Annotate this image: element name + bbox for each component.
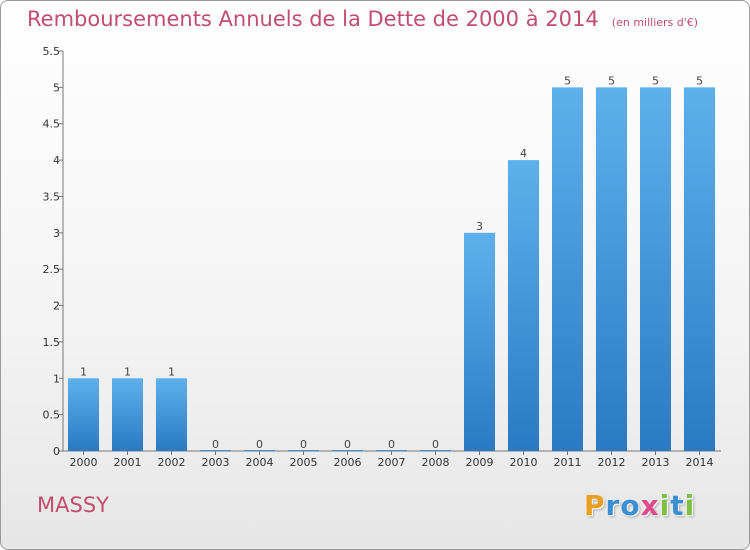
y-tick-label: 0.5 — [43, 409, 61, 422]
logo-letter: i — [659, 489, 671, 522]
data-label: 5 — [564, 74, 571, 87]
bar — [464, 232, 495, 451]
x-tick-label: 2009 — [466, 456, 494, 469]
logo-letter: r — [605, 489, 621, 522]
x-tick-label: 2000 — [70, 456, 98, 469]
bar — [156, 378, 187, 451]
y-tick-label: 4.5 — [43, 118, 61, 131]
logo-letter: t — [670, 489, 685, 522]
title-line: Remboursements Annuels de la Dette de 20… — [27, 7, 698, 31]
y-tick-label: 3.5 — [43, 190, 61, 203]
labels: 1 2000 1 2001 1 2002 0 2003 0 2004 0 2005 0 2006 0 2007… — [70, 74, 714, 469]
x-tick-label: 2003 — [202, 456, 230, 469]
x-tick-label: 2006 — [334, 456, 362, 469]
logo-letter: P — [584, 489, 606, 522]
logo-letter: o — [620, 489, 641, 522]
bar — [552, 87, 583, 451]
y-tick-label: 2.5 — [43, 263, 61, 276]
y-tick-label: 1.5 — [43, 336, 61, 349]
chart-subtitle: (en milliers d'€) — [611, 16, 699, 29]
data-label: 0 — [432, 438, 439, 451]
y-tick-label: 5 — [53, 81, 60, 94]
bar — [640, 87, 671, 451]
y-tick-label: 5.5 — [43, 45, 61, 58]
data-label: 3 — [476, 220, 483, 233]
data-label: 1 — [168, 365, 175, 378]
data-label: 1 — [80, 365, 87, 378]
data-label: 0 — [212, 438, 219, 451]
bars — [68, 87, 715, 451]
x-tick-label: 2013 — [642, 456, 670, 469]
chart-title: Remboursements Annuels de la Dette de 20… — [27, 7, 599, 31]
y-tick-label: 3 — [53, 227, 60, 240]
data-label: 0 — [388, 438, 395, 451]
x-tick-label: 2002 — [158, 456, 186, 469]
y-tick-label: 1 — [53, 372, 60, 385]
logo-letter: x — [640, 489, 660, 522]
y-tick-label: 0 — [53, 445, 60, 458]
x-tick-label: 2007 — [378, 456, 406, 469]
data-label: 0 — [256, 438, 263, 451]
bar — [684, 87, 715, 451]
x-tick-label: 2012 — [598, 456, 626, 469]
x-tick-label: 2010 — [510, 456, 538, 469]
data-label: 0 — [344, 438, 351, 451]
data-label: 1 — [124, 365, 131, 378]
x-tick-label: 2005 — [290, 456, 318, 469]
y-tick-label: 2 — [53, 300, 60, 313]
bar — [68, 378, 99, 451]
data-label: 5 — [608, 74, 615, 87]
city-name: MASSY — [37, 493, 109, 517]
bar — [508, 160, 539, 451]
x-tick-label: 2008 — [422, 456, 450, 469]
x-tick-label: 2011 — [554, 456, 582, 469]
data-label: 0 — [300, 438, 307, 451]
bar — [112, 378, 143, 451]
bar — [596, 87, 627, 451]
data-label: 5 — [652, 74, 659, 87]
proxiti-logo[interactable]: Proxiti — [584, 489, 695, 522]
x-tick-label: 2001 — [114, 456, 142, 469]
data-label: 4 — [520, 147, 527, 160]
x-tick-label: 2014 — [686, 456, 714, 469]
x-tick-label: 2004 — [246, 456, 274, 469]
logo-letter: i — [684, 489, 696, 522]
y-tick-label: 4 — [53, 154, 60, 167]
data-label: 5 — [696, 74, 703, 87]
axes: 0 0.5 1 1.5 2 2.5 3 3.5 4 4.5 5 5.5 — [43, 45, 721, 458]
